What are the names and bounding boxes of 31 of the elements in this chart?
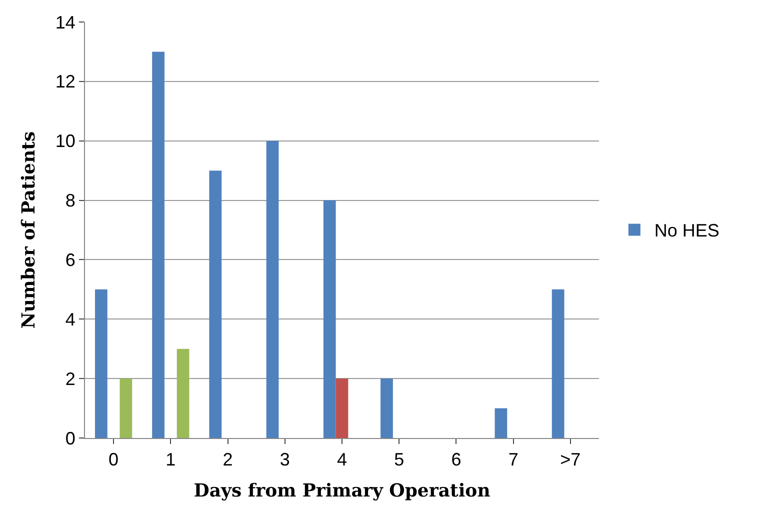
legend-label: No HES [654, 220, 720, 241]
y-tick-label: 8 [65, 190, 76, 211]
y-tick-label: 12 [55, 72, 76, 92]
bar [323, 200, 336, 438]
y-tick-label: 14 [55, 12, 76, 32]
bar [494, 408, 508, 438]
x-tick-label: 3 [280, 450, 290, 470]
bar [176, 348, 190, 438]
y-tick-label: 4 [65, 309, 76, 330]
bar [209, 170, 222, 438]
x-tick-label: 2 [222, 450, 233, 470]
x-tick-label: 4 [336, 450, 348, 470]
bar [336, 378, 348, 438]
y-tick-label: 6 [65, 250, 76, 270]
x-axis-title: Days from Primary Operation [194, 480, 490, 502]
x-tick-label: 6 [451, 450, 462, 470]
bar [380, 378, 393, 438]
x-tick-label: 1 [166, 450, 176, 470]
y-tick-label: 2 [65, 368, 76, 389]
x-tick-label: 7 [508, 450, 518, 470]
x-tick-label: >7 [560, 450, 581, 470]
bar [94, 289, 108, 438]
bar [152, 52, 164, 438]
bar [552, 289, 564, 438]
bar [266, 140, 279, 438]
x-tick-label: 5 [394, 450, 404, 470]
y-axis-title: Number of Patients [18, 131, 40, 329]
x-tick-label: 0 [108, 450, 119, 470]
bar [120, 378, 132, 438]
y-tick-label: 0 [65, 428, 76, 448]
y-tick-label: 10 [55, 131, 76, 152]
